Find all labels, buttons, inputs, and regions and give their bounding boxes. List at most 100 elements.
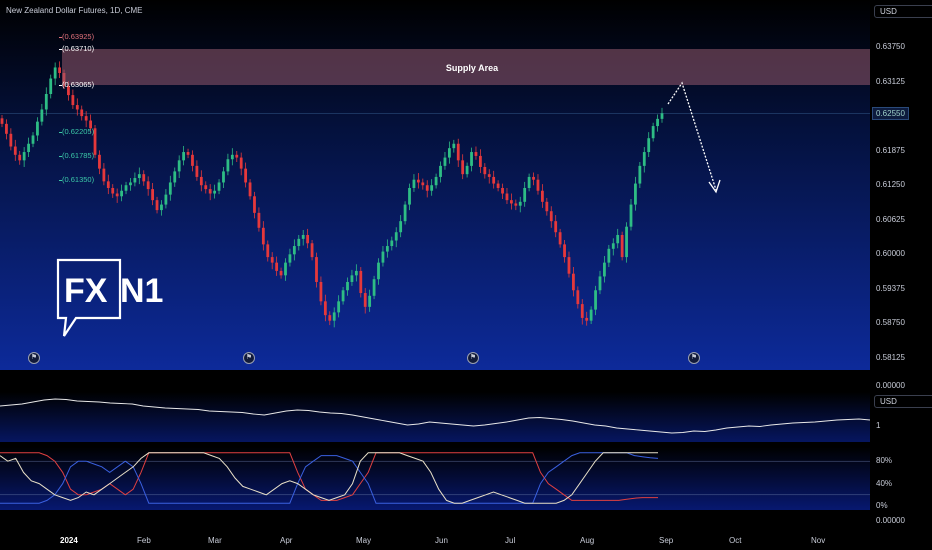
candle-body [580,304,584,318]
projection-arrow [667,81,721,194]
candle-body [186,152,190,155]
candle-body [629,204,633,227]
candle-body [567,257,571,274]
sub1-currency-selector[interactable]: USD [874,395,932,408]
candle-body [49,78,53,94]
fib-level-tick [59,155,62,157]
candle-body [341,290,345,302]
candle-body [483,166,487,175]
candle-body [332,312,336,321]
candle-body [501,187,504,194]
candle-body [346,281,349,291]
fib-level-label: (0.61785) [62,150,95,160]
candle-body [257,212,261,228]
candle-body [301,234,305,239]
candle-body [71,95,75,106]
flag-icon[interactable]: ⚑ [243,352,255,364]
indicator-1-svg [0,398,870,434]
candle-body [31,135,35,144]
sub2-tick-label: 40% [876,478,893,488]
candle-body [377,262,380,280]
sub1-tick-label: 1 [876,421,881,430]
candle-body [399,221,403,233]
candle-body [470,152,473,166]
candle-body [598,276,602,291]
candle-body [106,181,110,188]
flag-icon[interactable]: ⚑ [688,352,700,364]
candle-body [217,182,221,191]
candle-body [647,138,651,153]
indicator-panel-2[interactable] [0,447,870,510]
currency-selector[interactable]: USD [874,5,932,18]
flag-icon[interactable]: ⚑ [28,352,40,364]
candle-body [213,190,217,194]
candle-body [248,182,252,197]
candle-body [359,270,363,294]
svg-text:N1: N1 [120,272,163,310]
candle-body [620,234,624,258]
fib-level-tick [59,179,62,181]
y-tick-label: 0.63125 [876,76,905,86]
candle-body [253,196,256,213]
candle-body [660,113,664,119]
fib-level-tick [59,84,62,86]
candle-body [235,154,239,158]
indicator-line [0,452,658,501]
time-axis-label: Mar [208,536,222,545]
fib-level-label: (0.61350) [62,174,95,184]
symbol-title[interactable]: New Zealand Dollar Futures, 1D, CME [6,6,143,15]
candle-body [199,176,203,186]
candle-body [279,270,283,276]
candle-body [129,182,132,186]
candle-body [412,179,416,188]
candle-body [607,248,611,263]
candle-body [456,143,460,161]
candle-body [492,176,496,184]
fib-level-tick [59,37,62,39]
candle-body [22,152,26,161]
candle-body [651,126,655,139]
time-axis-label: Jul [505,536,516,545]
price-axis[interactable]: USD 0.63750 0.63125 0.62550 0.61875 0.61250 0… [870,0,932,550]
candle-body [514,203,518,206]
candle-body [616,234,620,244]
sub2-zero-label: 0.00000 [876,516,905,525]
candle-body [27,143,30,153]
candle-body [323,301,327,316]
candle-body [18,154,22,161]
y-tick-label: 0.60000 [876,249,905,259]
candle-body [385,246,389,252]
indicator-panel-1[interactable] [0,392,870,442]
candle-body [319,281,323,302]
flag-icon[interactable]: ⚑ [467,352,479,364]
candle-body [518,201,522,206]
candle-body [642,152,646,166]
projection-arrow-line [667,81,717,191]
candle-body [142,174,146,182]
candle-body [288,254,292,263]
candle-body [182,152,186,161]
indicator-line [0,452,658,504]
projection-arrow-head [708,179,721,194]
candle-body [416,179,420,183]
y-tick-label: 0.60625 [876,214,905,224]
candle-body [36,121,39,136]
time-axis-label: Aug [580,536,595,545]
candle-body [80,109,84,117]
candle-body [368,295,372,307]
candle-body [75,105,79,110]
candle-body [408,187,411,205]
candle-body [266,244,270,258]
candle-body [425,185,429,191]
candle-body [421,182,425,186]
price-chart-panel[interactable]: Supply Area (0.63925) (0.63710) (0.63065) (… [0,0,870,370]
supply-area-zone: Supply Area [62,49,870,85]
candle-body [372,279,376,296]
candle-body [292,246,296,255]
fib-level-tick [59,49,62,51]
current-price-badge: 0.62550 [872,107,909,121]
candle-body [328,315,332,321]
candle-body [315,257,318,282]
fxn1-logo: FX N1 [54,256,184,347]
